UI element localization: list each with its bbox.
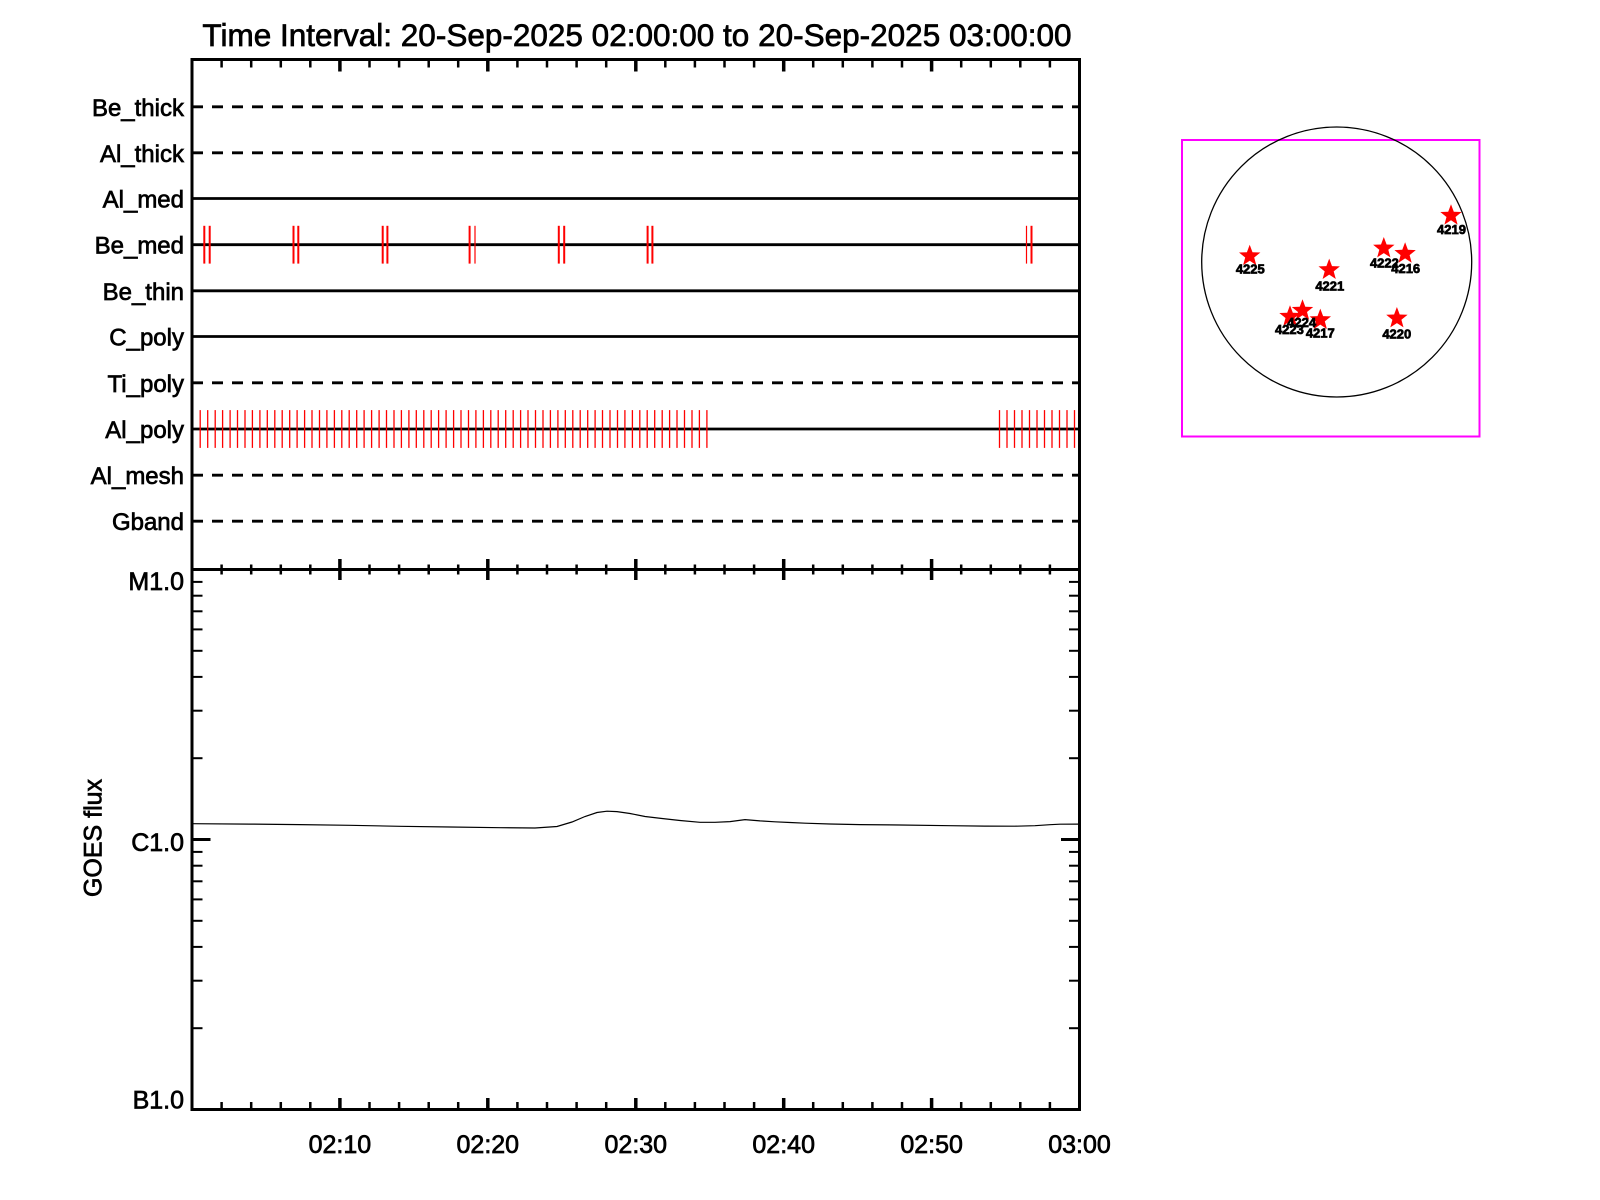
svg-text:03:00: 03:00 [1048,1131,1111,1159]
svg-text:Al_thick: Al_thick [100,141,185,168]
svg-text:GOES flux: GOES flux [80,778,108,897]
svg-text:02:50: 02:50 [900,1131,963,1159]
svg-text:Ti_poly: Ti_poly [108,371,184,398]
svg-text:Al_med: Al_med [103,187,184,214]
svg-text:4221: 4221 [1315,278,1344,293]
svg-text:C1.0: C1.0 [131,829,184,857]
svg-text:Al_mesh: Al_mesh [91,463,184,490]
svg-text:4220: 4220 [1382,326,1411,341]
svg-text:4223: 4223 [1275,322,1304,337]
svg-text:4222: 4222 [1370,256,1399,271]
svg-text:4217: 4217 [1306,325,1335,340]
svg-text:M1.0: M1.0 [128,568,184,596]
svg-text:Time Interval: 20-Sep-2025 02:: Time Interval: 20-Sep-2025 02:00:00 to 2… [202,17,1071,53]
svg-text:02:20: 02:20 [457,1131,520,1159]
svg-text:4224: 4224 [1287,315,1317,330]
svg-text:02:10: 02:10 [309,1131,372,1159]
svg-text:4225: 4225 [1236,262,1265,277]
svg-text:B1.0: B1.0 [133,1087,184,1115]
svg-text:Gband: Gband [112,509,184,536]
svg-text:4216: 4216 [1391,261,1420,276]
svg-text:4219: 4219 [1437,222,1466,237]
svg-text:02:40: 02:40 [752,1131,815,1159]
svg-text:Be_thin: Be_thin [103,279,184,306]
svg-text:02:30: 02:30 [605,1131,668,1159]
svg-text:Be_thick: Be_thick [92,95,185,122]
svg-text:Be_med: Be_med [95,233,184,260]
svg-text:C_poly: C_poly [109,325,184,352]
svg-text:Al_poly: Al_poly [105,417,184,444]
